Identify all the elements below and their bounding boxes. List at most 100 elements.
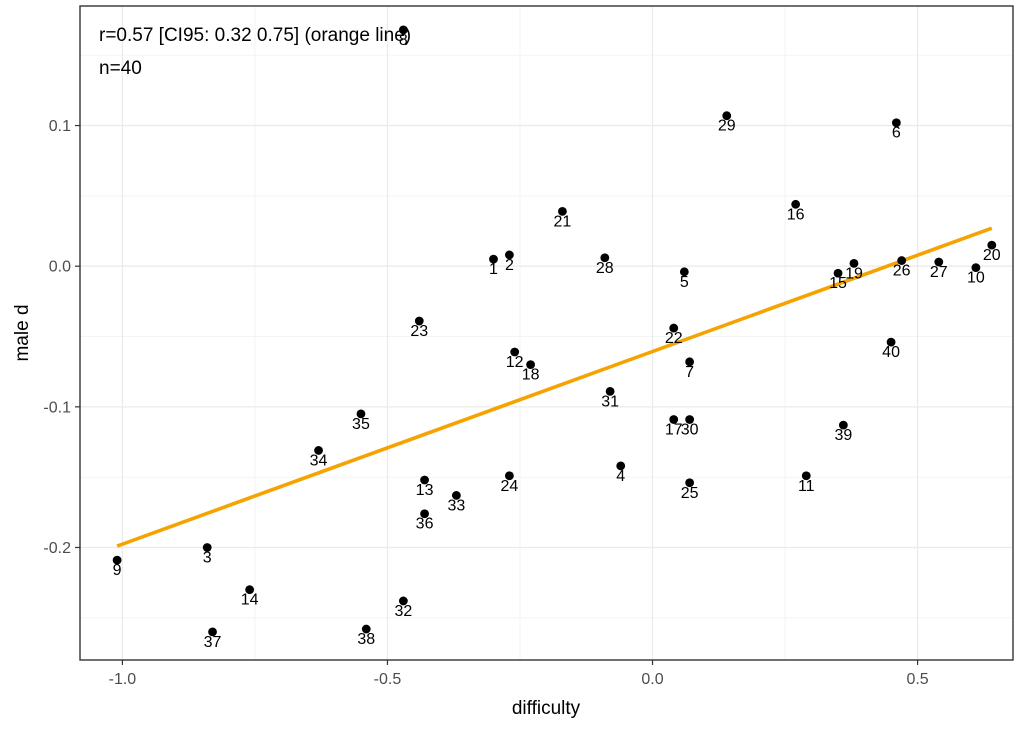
data-point — [934, 257, 944, 267]
data-point — [510, 347, 520, 357]
x-axis-title: difficulty — [512, 698, 581, 719]
x-tick-label: 0.0 — [641, 671, 663, 688]
data-point — [208, 627, 217, 637]
data-point — [526, 360, 535, 370]
point-label: 39 — [834, 427, 852, 444]
point-label: 11 — [798, 478, 815, 495]
point-label: 22 — [665, 330, 683, 347]
data-point — [897, 256, 907, 265]
grid — [80, 6, 1013, 660]
data-point — [685, 478, 695, 488]
data-point — [801, 471, 811, 481]
data-point — [605, 386, 615, 396]
y-tick-label: -0.1 — [43, 399, 71, 416]
point-label: 12 — [506, 354, 524, 371]
data-point — [679, 267, 689, 277]
y-axis-title: male d — [12, 304, 33, 361]
point-label: 14 — [241, 592, 259, 609]
point-label: 3 — [203, 549, 212, 566]
point-label: 5 — [680, 274, 689, 291]
point-label: 1 — [489, 261, 498, 278]
data-point — [685, 357, 695, 367]
point-label: 27 — [930, 264, 948, 281]
data-point — [600, 253, 610, 263]
data-point — [891, 118, 901, 128]
data-point — [669, 323, 679, 333]
data-point — [398, 25, 408, 35]
fit-line — [116, 226, 993, 548]
point-label: 28 — [596, 260, 614, 277]
data-point — [245, 585, 255, 595]
points-group — [112, 25, 997, 637]
point-label: 31 — [601, 393, 619, 410]
data-point — [420, 475, 429, 485]
point-label: 7 — [685, 364, 694, 381]
point-label: 40 — [882, 344, 900, 361]
point-label: 23 — [410, 323, 428, 340]
data-point — [987, 240, 997, 250]
point-label: 16 — [787, 206, 805, 223]
data-point — [202, 543, 212, 552]
point-label: 8 — [399, 32, 408, 49]
x-axis: -1.0 -0.5 0.0 0.5 — [109, 660, 929, 688]
y-tick-label: -0.2 — [43, 540, 71, 557]
point-label: 19 — [845, 265, 863, 282]
point-label: 15 — [829, 275, 847, 292]
point-label: 6 — [892, 125, 901, 142]
point-label: 18 — [522, 367, 540, 384]
x-tick-label: 0.5 — [906, 671, 928, 688]
point-label: 4 — [616, 468, 625, 485]
data-point — [420, 509, 429, 519]
point-label: 10 — [967, 270, 985, 287]
data-point — [398, 596, 408, 606]
data-point — [361, 624, 371, 634]
data-point — [314, 446, 323, 455]
y-axis: -0.2 -0.1 0.0 0.1 — [43, 118, 80, 557]
point-label: 37 — [204, 634, 222, 651]
data-point — [685, 415, 695, 424]
data-point — [504, 471, 514, 481]
point-label: 21 — [554, 213, 572, 230]
point-label: 36 — [416, 516, 434, 533]
annotation-correlation: r=0.57 [CI95: 0.32 0.75] (orange line) — [99, 25, 411, 46]
data-point — [356, 409, 366, 419]
y-tick-label: 0.1 — [49, 118, 71, 135]
point-label: 34 — [310, 452, 328, 469]
point-label: 13 — [416, 482, 434, 499]
data-point — [504, 250, 514, 260]
data-point — [838, 420, 848, 430]
data-point — [489, 254, 498, 264]
point-label: 29 — [718, 118, 736, 135]
data-point — [112, 555, 122, 565]
data-point — [833, 268, 843, 278]
point-label: 9 — [113, 562, 122, 579]
point-label: 33 — [447, 497, 465, 514]
data-point — [669, 415, 679, 424]
data-point — [791, 199, 801, 209]
plot-panel — [80, 6, 1013, 660]
annotation-n: n=40 — [99, 58, 142, 79]
point-label: 2 — [505, 257, 514, 274]
point-label: 30 — [681, 421, 699, 438]
point-label: 17 — [665, 421, 683, 438]
point-label: 20 — [983, 247, 1001, 264]
fit-line-group — [116, 226, 993, 548]
data-point — [886, 337, 896, 347]
point-label: 24 — [500, 478, 518, 495]
x-tick-label: -0.5 — [374, 671, 402, 688]
data-point — [971, 263, 981, 272]
point-label: 35 — [352, 416, 370, 433]
point-label: 25 — [681, 485, 699, 502]
data-point — [849, 258, 859, 268]
plot-border — [79, 5, 1014, 661]
point-label: 26 — [893, 263, 911, 280]
data-point — [558, 206, 567, 216]
y-tick-label: 0.0 — [49, 259, 71, 276]
data-point — [451, 491, 461, 500]
data-point — [414, 316, 424, 326]
x-tick-label: -1.0 — [109, 671, 137, 688]
point-label: 32 — [394, 603, 412, 620]
point-label: 38 — [357, 631, 375, 648]
